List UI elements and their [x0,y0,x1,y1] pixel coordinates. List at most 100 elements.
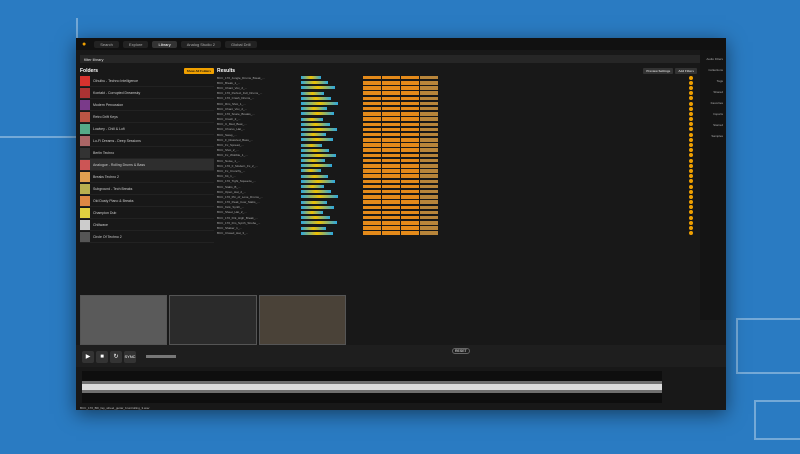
result-tag[interactable] [363,215,381,220]
tab-global-drill[interactable]: Global Drill [224,40,257,48]
credit-icon[interactable] [689,194,693,199]
result-tag[interactable] [363,81,381,85]
credit-icon[interactable] [689,143,693,148]
right-panel-item[interactable]: Imports [712,112,723,116]
result-tag[interactable] [420,153,438,158]
result-tag[interactable] [420,122,438,127]
result-tag[interactable] [382,215,400,220]
result-tag[interactable] [401,143,419,147]
folder-item[interactable]: Lowkey - Chill & Lofi [80,123,214,135]
result-tag[interactable] [420,184,438,189]
result-tag[interactable] [420,215,438,220]
result-row[interactable]: BCC_Closed_Hat_3_... [217,231,697,236]
result-tag[interactable] [420,101,438,106]
result-tag[interactable] [401,195,419,199]
result-tag[interactable] [382,91,400,95]
credit-icon[interactable] [689,200,693,205]
result-tag[interactable] [420,86,438,90]
result-tag[interactable] [401,91,419,95]
credit-icon[interactable] [689,96,693,101]
folder-item[interactable]: Circle Of Techno 2 [80,231,214,243]
play-button[interactable]: ▶ [82,351,94,363]
result-tag[interactable] [401,75,419,80]
reset-button[interactable]: RESET [452,348,470,354]
result-row[interactable]: BCC_Open_Hat_2_... [217,189,697,194]
result-tag[interactable] [382,148,400,152]
credit-icon[interactable] [689,75,693,80]
result-tag[interactable] [401,221,419,225]
result-tag[interactable] [401,138,419,142]
result-tag[interactable] [382,132,400,137]
result-tag[interactable] [363,210,381,215]
folder-item[interactable]: Breaks Techno 2 [80,171,214,183]
result-tag[interactable] [401,148,419,152]
result-tag[interactable] [401,226,419,230]
result-tag[interactable] [401,184,419,189]
add-filters-button[interactable]: Add Filters [675,68,697,74]
result-row[interactable]: BCC_Shaker_1_... [217,225,697,231]
credit-icon[interactable] [689,210,693,215]
result-row[interactable]: BCC_Fx_Wobble_1_... [217,153,697,158]
result-tag[interactable] [382,164,400,168]
folder-item[interactable]: Lo-Fi Dreams - Deep Sessions [80,135,214,147]
result-tag[interactable] [420,138,438,142]
result-tag[interactable] [401,179,419,184]
right-panel-item[interactable]: Starred [713,123,723,127]
sync-button[interactable]: SYNC [124,351,136,363]
result-tag[interactable] [382,174,400,178]
result-tag[interactable] [382,158,400,163]
result-tag[interactable] [363,189,381,194]
result-tag[interactable] [401,210,419,215]
right-panel-item[interactable]: Favorites [710,101,723,105]
folder-item[interactable]: Berlin Techno [80,147,214,159]
result-tag[interactable] [382,106,400,111]
result-row[interactable]: BCC_F_Distorted_Bass_... [217,137,697,142]
result-tag[interactable] [363,200,381,204]
result-tag[interactable] [382,179,400,184]
result-tag[interactable] [401,215,419,220]
result-tag[interactable] [420,75,438,80]
result-tag[interactable] [420,205,438,210]
result-row[interactable]: BCC_170_Perfect_Full_Drums_... [217,91,697,96]
folder-item[interactable]: Analogue - Rolling Drums & Bass [80,159,214,171]
result-row[interactable]: BCC_Rim_Shot_1_... [217,101,697,106]
result-tag[interactable] [382,231,400,235]
result-row[interactable]: BCC_170_Pin_of_Love_Drums_... [217,194,697,199]
result-tag[interactable] [382,86,400,90]
result-tag[interactable] [401,127,419,132]
result-tag[interactable] [401,117,419,121]
tab-explore[interactable]: Explore [122,40,149,48]
result-tag[interactable] [420,169,438,173]
result-row[interactable]: BCC_Kit_1_... [217,174,697,179]
result-row[interactable]: BCC_Chant_Vox_2_... [217,106,697,111]
result-tag[interactable] [420,112,438,116]
result-tag[interactable] [401,132,419,137]
result-tag[interactable] [420,96,438,101]
result-row[interactable]: BCC_Stabs_B_... [217,184,697,189]
result-tag[interactable] [382,169,400,173]
result-tag[interactable] [420,148,438,152]
result-tag[interactable] [420,200,438,204]
volume-slider[interactable] [146,355,176,358]
result-tag[interactable] [363,96,381,101]
result-tag[interactable] [363,231,381,235]
result-tag[interactable] [420,174,438,178]
result-tag[interactable] [363,132,381,137]
result-tag[interactable] [401,112,419,116]
result-tag[interactable] [382,221,400,225]
result-tag[interactable] [382,75,400,80]
result-tag[interactable] [420,158,438,163]
result-tag[interactable] [420,91,438,95]
result-tag[interactable] [401,169,419,173]
result-tag[interactable] [363,91,381,95]
tab-library[interactable]: Library [152,40,177,48]
result-tag[interactable] [401,174,419,178]
folder-item[interactable]: Kontakt - Corrupted Dreamsky [80,87,214,99]
folder-item[interactable]: Chillwave [80,219,214,231]
tab-search[interactable]: Search [94,40,119,48]
result-tag[interactable] [401,231,419,235]
result-tag[interactable] [420,195,438,199]
result-tag[interactable] [363,143,381,147]
credit-icon[interactable] [689,205,693,210]
result-row[interactable]: BCC_170_Peak_Cow_Stabs_... [217,200,697,205]
